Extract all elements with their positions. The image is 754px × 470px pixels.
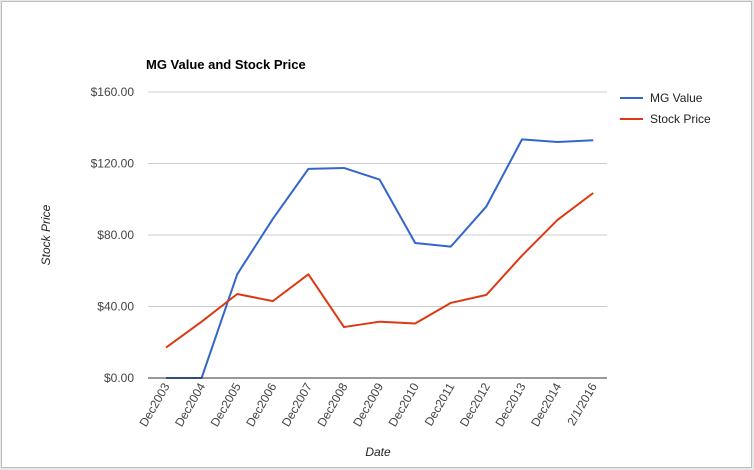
y-tick-label: $40.00 — [97, 300, 134, 314]
legend-label: MG Value — [650, 91, 703, 105]
x-tick-label: Dec2004 — [172, 380, 208, 429]
y-tick-label: $120.00 — [91, 157, 135, 171]
x-tick-label: Dec2003 — [136, 380, 172, 429]
y-tick-label: $160.00 — [91, 85, 135, 99]
series-lines — [165, 138, 594, 379]
x-tick-label: Dec2007 — [279, 380, 315, 429]
legend-label: Stock Price — [650, 112, 711, 126]
x-tick-label: Dec2013 — [492, 380, 528, 429]
x-tick-labels: Dec2003 Dec2004 Dec2005 Dec2006 Dec2007 Dec20… — [136, 380, 600, 429]
y-tick-labels: $0.00 $40.00 $80.00 $120.00 $160.00 — [91, 85, 135, 385]
series-line-stock-price — [165, 192, 594, 349]
series-line-mg-value — [166, 138, 594, 379]
x-tick-label: Dec2011 — [422, 380, 458, 428]
x-tick-label: Dec2012 — [457, 380, 493, 429]
x-tick-label: Dec2014 — [528, 380, 564, 429]
x-tick-label: Dec2010 — [386, 380, 422, 429]
legend: MG Value Stock Price — [620, 91, 711, 126]
x-tick-label: Dec2008 — [314, 380, 350, 429]
y-tick-label: $0.00 — [104, 371, 134, 385]
y-axis-label: Stock Price — [39, 204, 53, 265]
x-axis-label: Date — [365, 445, 391, 459]
x-tick-label: Dec2005 — [208, 380, 244, 429]
x-tick-label: Dec2009 — [350, 380, 386, 429]
chart-title: MG Value and Stock Price — [146, 57, 306, 72]
gridlines — [148, 91, 607, 307]
x-tick-label: Dec2006 — [243, 380, 279, 429]
y-tick-label: $80.00 — [97, 228, 134, 242]
x-tick-label: 2/1/2016 — [564, 380, 600, 428]
